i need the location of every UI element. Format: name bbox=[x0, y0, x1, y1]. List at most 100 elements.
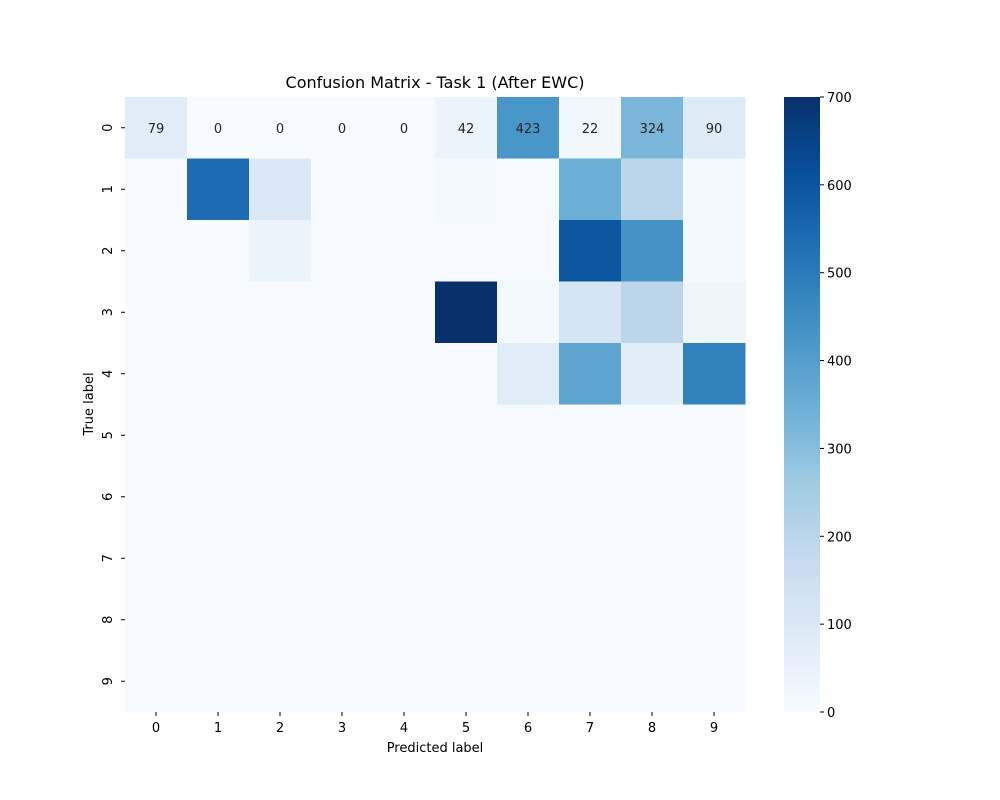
heatmap-cell bbox=[497, 527, 560, 590]
heatmap-cell bbox=[559, 650, 622, 713]
heatmap-cell bbox=[373, 220, 436, 282]
y-tick-label: 4 bbox=[101, 370, 116, 378]
heatmap-cell bbox=[311, 220, 374, 282]
heatmap-cell bbox=[125, 158, 188, 221]
y-axis-ticks: 0 1 2 3 4 5 6 7 8 9 bbox=[101, 124, 125, 685]
heatmap-cell bbox=[559, 97, 622, 159]
cell-value-label: 79 bbox=[148, 122, 165, 137]
heatmap-cell bbox=[311, 281, 374, 344]
x-tick-label: 7 bbox=[586, 721, 594, 736]
colorbar-tick-label: 600 bbox=[827, 179, 852, 194]
heatmap-cell bbox=[249, 97, 312, 159]
heatmap-cell bbox=[249, 158, 312, 221]
y-tick-label: 9 bbox=[101, 677, 116, 685]
heatmap-cell bbox=[497, 97, 560, 159]
heatmap-cell bbox=[187, 527, 250, 590]
heatmap-cell bbox=[187, 97, 250, 159]
y-tick-label: 0 bbox=[101, 124, 116, 132]
cell-value-label: 90 bbox=[706, 122, 723, 137]
heatmap-cell bbox=[497, 220, 560, 282]
x-tick-label: 0 bbox=[152, 721, 160, 736]
heatmap-cell bbox=[683, 466, 746, 528]
heatmap-cell bbox=[435, 281, 498, 344]
heatmap-cell bbox=[497, 650, 560, 713]
y-tick-label: 5 bbox=[101, 431, 116, 439]
y-tick-label: 7 bbox=[101, 554, 116, 562]
cell-value-label: 324 bbox=[640, 122, 665, 137]
heatmap-cell bbox=[125, 97, 188, 159]
heatmap-cell bbox=[497, 281, 560, 344]
heatmap-cell bbox=[497, 404, 560, 467]
heatmap-cell bbox=[311, 97, 374, 159]
x-tick-label: 3 bbox=[338, 721, 346, 736]
heatmap-cell bbox=[249, 281, 312, 344]
heatmap-cell bbox=[249, 404, 312, 467]
heatmap-cell bbox=[187, 466, 250, 528]
heatmap-cell bbox=[125, 466, 188, 528]
heatmap-cell bbox=[683, 404, 746, 467]
y-tick-label: 3 bbox=[101, 308, 116, 316]
x-tick-label: 8 bbox=[648, 721, 656, 736]
heatmap-cell bbox=[125, 404, 188, 467]
heatmap-cell bbox=[373, 527, 436, 590]
heatmap-cell bbox=[435, 220, 498, 282]
x-tick-label: 5 bbox=[462, 721, 470, 736]
x-tick-label: 2 bbox=[276, 721, 284, 736]
colorbar-tick-label: 0 bbox=[827, 706, 835, 721]
colorbar-tick-label: 400 bbox=[827, 355, 852, 370]
heatmap-cell bbox=[311, 466, 374, 528]
colorbar-tick-label: 200 bbox=[827, 530, 852, 545]
heatmap-cell bbox=[187, 281, 250, 344]
heatmap-cell bbox=[249, 343, 312, 405]
x-tick-label: 9 bbox=[710, 721, 718, 736]
colorbar-tick-label: 700 bbox=[827, 91, 852, 106]
y-tick-label: 1 bbox=[101, 185, 116, 193]
heatmap-cell bbox=[435, 527, 498, 590]
heatmap-cell bbox=[683, 220, 746, 282]
heatmap-cell bbox=[187, 650, 250, 713]
heatmap-cell bbox=[125, 527, 188, 590]
heatmap-cell bbox=[311, 404, 374, 467]
cell-value-label: 423 bbox=[516, 122, 541, 137]
heatmap-cell bbox=[683, 343, 746, 405]
heatmap-cell bbox=[621, 466, 684, 528]
heatmap-cell bbox=[497, 158, 560, 221]
x-tick-label: 1 bbox=[214, 721, 222, 736]
y-tick-label: 8 bbox=[101, 616, 116, 624]
x-axis-ticks: 0 1 2 3 4 5 6 7 8 9 bbox=[152, 712, 718, 736]
heatmap-cell bbox=[373, 466, 436, 528]
heatmap-cell bbox=[311, 158, 374, 221]
heatmap-cell bbox=[559, 281, 622, 344]
heatmap-cell bbox=[311, 650, 374, 713]
heatmap-cell bbox=[683, 650, 746, 713]
heatmap-cell bbox=[683, 589, 746, 651]
x-axis-label: Predicted label bbox=[387, 741, 484, 756]
heatmap-cell bbox=[249, 589, 312, 651]
heatmap-cell bbox=[435, 650, 498, 713]
colorbar-ticks: 0 100 200 300 400 500 600 700 bbox=[820, 91, 852, 721]
cell-value-label: 42 bbox=[458, 122, 475, 137]
heatmap-cell bbox=[373, 97, 436, 159]
heatmap-cell bbox=[435, 343, 498, 405]
heatmap-cell bbox=[621, 589, 684, 651]
y-axis-label: True label bbox=[82, 372, 97, 436]
heatmap-cell bbox=[373, 650, 436, 713]
heatmap-cell bbox=[125, 343, 188, 405]
heatmap-cell bbox=[187, 220, 250, 282]
heatmap-cell bbox=[249, 650, 312, 713]
colorbar-tick-label: 100 bbox=[827, 618, 852, 633]
heatmap-cell bbox=[435, 158, 498, 221]
heatmap-cell bbox=[435, 589, 498, 651]
y-tick-label: 6 bbox=[101, 493, 116, 501]
heatmap-cell bbox=[621, 527, 684, 590]
heatmap-cell bbox=[497, 343, 560, 405]
colorbar bbox=[784, 97, 820, 712]
heatmap-cell bbox=[621, 97, 684, 159]
heatmap-cell bbox=[683, 158, 746, 221]
heatmap-cell bbox=[621, 650, 684, 713]
heatmap-cell bbox=[435, 97, 498, 159]
heatmap-cell bbox=[373, 281, 436, 344]
cell-value-label: 0 bbox=[338, 122, 346, 137]
heatmap-cell bbox=[435, 466, 498, 528]
